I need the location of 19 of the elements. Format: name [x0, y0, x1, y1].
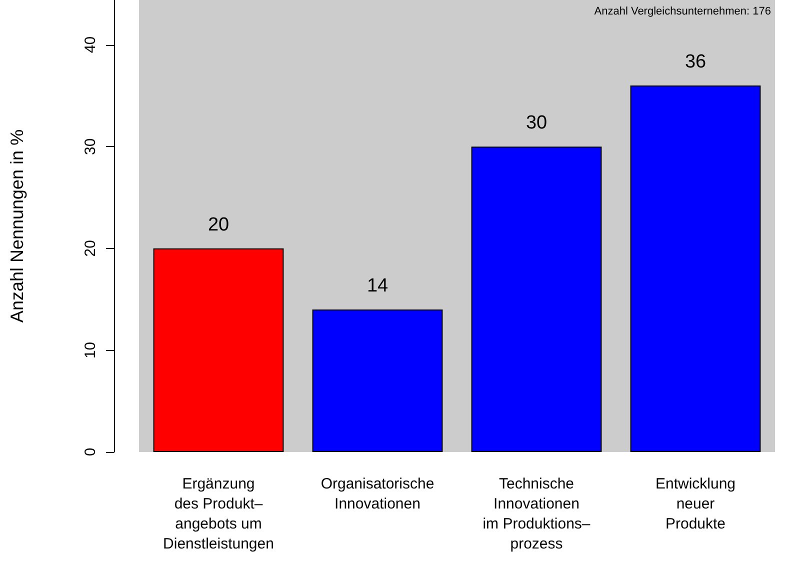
y-axis-title: Anzahl Nennungen in %: [7, 129, 27, 323]
y-tick-label: 0: [82, 448, 99, 456]
bar: [471, 146, 602, 452]
x-tick-label: Ergänzung des Produkt– angebots um Dienstleistungen: [163, 476, 274, 552]
annotation: Anzahl Vergleichsunternehmen: 176: [594, 6, 772, 18]
data-label: 30: [526, 112, 548, 134]
y-tick-label: 10: [82, 342, 99, 359]
y-tick-label: 40: [82, 36, 99, 54]
bar: [312, 309, 443, 452]
data-label: 20: [208, 214, 230, 236]
bar: [630, 86, 761, 452]
x-tick-label: Organisatorische Innovationen: [320, 476, 434, 512]
data-label: 36: [684, 52, 706, 73]
data-label: 14: [366, 275, 388, 296]
y-tick-label: 30: [82, 138, 99, 155]
x-tick-label: Entwicklung neuer Produkte: [655, 476, 736, 532]
y-tick-label: 20: [82, 240, 99, 257]
bar: [153, 248, 284, 452]
x-tick-label: Technische Innovationen im Produktions– prozess: [482, 476, 591, 552]
